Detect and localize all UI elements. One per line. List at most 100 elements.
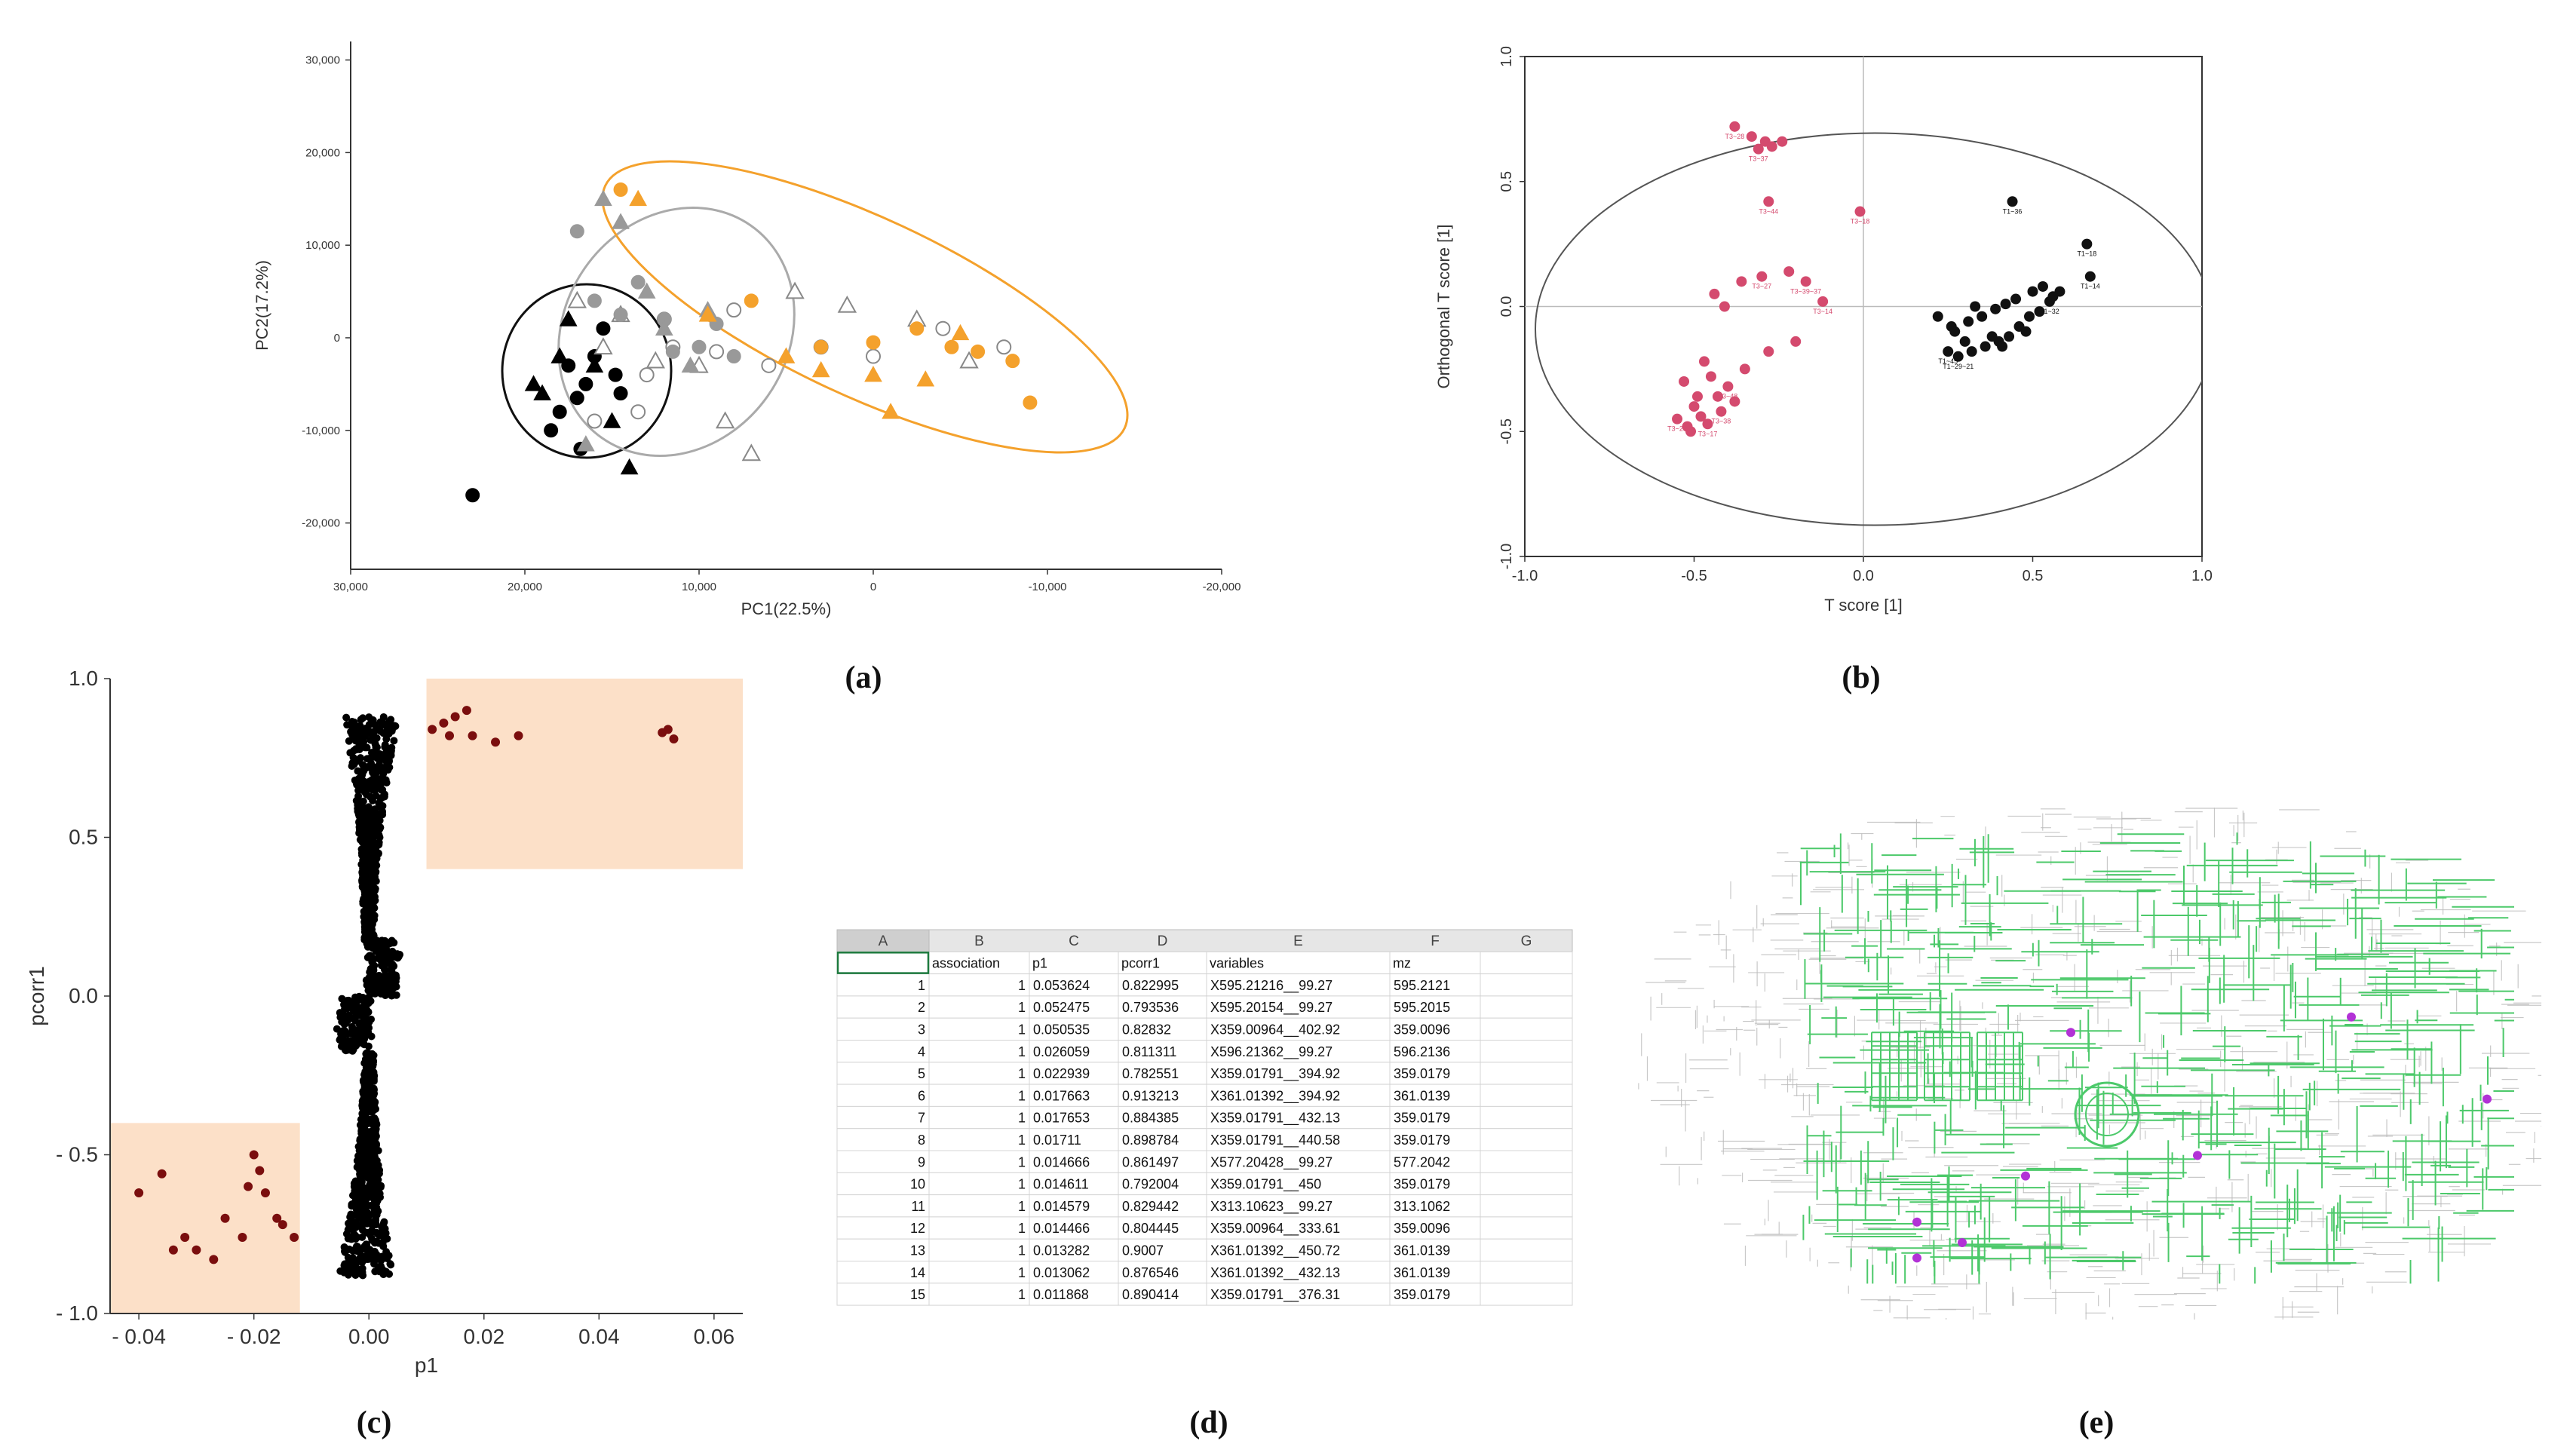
caption-d: (d) — [1189, 1405, 1228, 1440]
y-tick-label: 0 — [334, 332, 340, 345]
bulk-point — [382, 735, 391, 743]
table-cell-text: 359.0179 — [1394, 1287, 1450, 1302]
bulk-point — [348, 722, 356, 730]
table-cell-text: 3 — [918, 1022, 925, 1038]
caption-c: (c) — [357, 1405, 392, 1440]
opls-point — [1691, 391, 1703, 402]
table-cell — [1389, 1105, 1481, 1130]
pca-point — [935, 320, 951, 336]
table-cell-text: 359.0096 — [1394, 1022, 1450, 1038]
opls-point — [1722, 381, 1734, 392]
table-cell — [1480, 1040, 1573, 1063]
point-label: T1~45 — [1938, 357, 1958, 365]
point-label: T3~44 — [1759, 207, 1778, 215]
point-label: T3~18 — [1851, 218, 1870, 225]
column-header: p1 — [1032, 956, 1047, 971]
opls-point — [1685, 426, 1697, 437]
table-cell — [1480, 1105, 1573, 1130]
pca-point — [996, 339, 1012, 355]
table-cell — [1480, 1261, 1573, 1284]
opls-point — [1800, 276, 1811, 287]
pca-point — [603, 412, 621, 428]
table-cell — [1206, 1017, 1391, 1041]
table-cell — [1389, 1128, 1481, 1151]
table-cell — [836, 1084, 930, 1107]
bulk-point — [360, 808, 369, 816]
x-tick-label: 10,000 — [682, 581, 716, 593]
pca-point — [587, 293, 602, 308]
bulk-point — [361, 859, 370, 867]
bulk-point — [338, 995, 346, 1003]
pca-point — [630, 404, 646, 420]
table-cell-text: 0.017653 — [1033, 1111, 1090, 1126]
bulk-point — [341, 1247, 349, 1255]
highlighted-metabolite — [2347, 1012, 2356, 1022]
table-cell-text: 10 — [910, 1177, 925, 1192]
table-cell — [1118, 973, 1207, 997]
bulk-point — [382, 992, 390, 1000]
bulk-point — [364, 977, 373, 985]
bulk-point — [372, 844, 380, 853]
bulk-point — [358, 1233, 366, 1241]
bulk-point — [390, 722, 398, 730]
bulk-point — [348, 1025, 357, 1034]
pca-point — [726, 302, 742, 318]
pca-point — [715, 411, 735, 429]
table-cell-text: 0.014611 — [1033, 1177, 1089, 1192]
opls-point — [1729, 121, 1740, 132]
y-tick-label: 0.5 — [1498, 171, 1515, 192]
bulk-point — [365, 835, 373, 844]
table-cell-text: X595.20154__99.27 — [1210, 1000, 1333, 1016]
bulk-point — [360, 1218, 369, 1226]
table-cell — [1206, 1062, 1391, 1085]
bulk-point — [348, 1211, 357, 1219]
bulk-point — [354, 1158, 363, 1166]
bulk-point — [367, 907, 376, 915]
bulk-point — [356, 728, 364, 736]
highlight-box — [110, 1123, 300, 1313]
pca-point — [692, 339, 707, 354]
table-cell-text: 0.782551 — [1122, 1066, 1179, 1081]
column-letter-row — [836, 929, 1573, 952]
table-cell-text: 5 — [918, 1066, 925, 1081]
table-cell-text: 1 — [1018, 1221, 1026, 1236]
x-tick-label: -20,000 — [1203, 581, 1241, 593]
table-cell-text: 0.050535 — [1033, 1022, 1090, 1038]
x-tick-label: 0.0 — [1853, 568, 1874, 584]
pca-point — [613, 182, 628, 197]
pca-point — [593, 337, 613, 355]
pca-point — [741, 443, 761, 461]
table-cell — [836, 1128, 930, 1151]
table-cell-text: 0.793536 — [1122, 1000, 1179, 1015]
y-axis-label: Orthogonal T score [1] — [1434, 224, 1453, 388]
table-cell-text: 0.822995 — [1122, 978, 1179, 993]
bulk-point — [366, 1231, 374, 1239]
table-cell — [1389, 1040, 1481, 1063]
opls-point — [1783, 266, 1795, 277]
bulk-point — [358, 1109, 366, 1117]
opls-point — [1980, 341, 1991, 352]
pca-point — [639, 367, 655, 383]
x-axis-label: T score [1] — [1824, 596, 1903, 615]
column-letter: C — [1069, 933, 1079, 949]
table-cell — [1118, 1283, 1207, 1306]
pca-point — [578, 376, 593, 391]
table-cell — [928, 1194, 1030, 1218]
opls-point — [2034, 306, 2045, 317]
opls-point — [2081, 238, 2093, 250]
bulk-point — [376, 942, 384, 950]
pca-point — [811, 360, 830, 378]
y-tick-label: 0.0 — [69, 984, 98, 1007]
pca-point — [524, 375, 543, 391]
bulk-point — [368, 1074, 376, 1082]
opls-point — [1766, 141, 1777, 152]
table-cell — [1029, 973, 1119, 997]
bulk-point — [368, 1161, 376, 1169]
bulk-point — [366, 968, 374, 976]
bulk-point — [360, 1078, 368, 1087]
opls-point — [1946, 321, 1957, 333]
bulk-point — [386, 984, 394, 992]
x-tick-label: 20,000 — [508, 581, 542, 593]
point-label: T3~23 — [1667, 425, 1687, 433]
